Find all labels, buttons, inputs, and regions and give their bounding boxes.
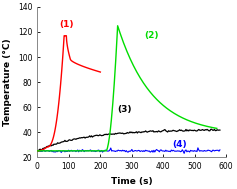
Text: (2): (2): [144, 31, 159, 40]
X-axis label: Time (s): Time (s): [111, 177, 153, 186]
Text: (1): (1): [59, 20, 74, 29]
Text: (3): (3): [118, 105, 132, 114]
Text: (4): (4): [173, 140, 187, 149]
Y-axis label: Temperature (°C): Temperature (°C): [4, 38, 13, 126]
